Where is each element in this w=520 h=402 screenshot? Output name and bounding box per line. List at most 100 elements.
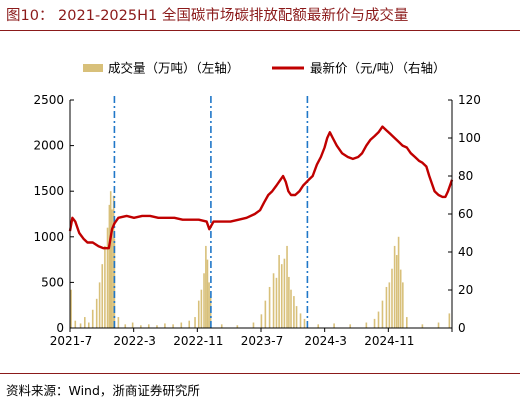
volume-bar bbox=[156, 325, 158, 328]
volume-bar bbox=[303, 318, 306, 328]
volume-bar bbox=[385, 286, 388, 328]
volume-bar bbox=[283, 258, 286, 328]
volume-bar bbox=[399, 269, 402, 328]
legend-label-price: 最新价（元/吨）（右轴） bbox=[310, 61, 445, 76]
x-tick-label: 2024-11 bbox=[364, 334, 414, 348]
volume-bar bbox=[188, 320, 191, 328]
volume-bar bbox=[402, 282, 404, 328]
volume-bar bbox=[91, 309, 94, 328]
left-tick-label: 500 bbox=[41, 275, 64, 289]
volume-bar bbox=[203, 273, 205, 328]
volume-bar bbox=[295, 306, 298, 328]
volume-bar bbox=[164, 323, 166, 328]
volume-bar bbox=[197, 300, 200, 328]
volume-bar bbox=[236, 325, 239, 328]
volume-bar bbox=[388, 282, 391, 328]
volume-bar bbox=[220, 324, 223, 328]
volume-bar bbox=[172, 324, 174, 328]
volume-bar bbox=[299, 313, 302, 328]
volume-bar bbox=[205, 245, 207, 328]
vertical-markers bbox=[113, 96, 309, 328]
volume-bar bbox=[421, 324, 424, 328]
volume-bar bbox=[293, 296, 295, 328]
volume-bar bbox=[194, 317, 196, 328]
volume-bar bbox=[104, 245, 106, 328]
legend-label-volume: 成交量（万吨）（左轴） bbox=[108, 61, 239, 76]
volume-bar bbox=[349, 324, 352, 328]
volume-bar bbox=[377, 311, 380, 328]
volume-bar bbox=[84, 317, 86, 328]
title-rule bbox=[0, 30, 520, 31]
right-tick-label: 0 bbox=[458, 321, 466, 335]
volume-bar bbox=[206, 259, 209, 328]
volume-bar bbox=[278, 255, 280, 328]
volume-bar bbox=[79, 323, 82, 328]
source-note: 资料来源：Wind，浙商证券研究所 bbox=[6, 383, 200, 398]
volume-bar bbox=[280, 264, 283, 328]
right-tick-label: 100 bbox=[458, 131, 481, 145]
legend: 成交量（万吨）（左轴） 最新价（元/吨）（右轴） bbox=[83, 61, 445, 76]
volume-bar bbox=[373, 318, 376, 328]
volume-bar bbox=[448, 313, 451, 328]
volume-bar bbox=[131, 322, 134, 328]
volume-bar bbox=[113, 238, 116, 328]
volume-bar bbox=[365, 322, 368, 328]
volume-bar bbox=[108, 204, 111, 328]
price-line-path bbox=[68, 125, 454, 250]
x-tick-label: 2022-3 bbox=[113, 334, 156, 348]
volume-bar bbox=[391, 268, 393, 328]
volume-bar bbox=[124, 324, 127, 328]
volume-bar bbox=[395, 255, 398, 328]
volume-bar bbox=[117, 317, 120, 328]
volume-bar bbox=[333, 323, 335, 328]
volume-bar bbox=[260, 314, 263, 328]
right-tick-label: 60 bbox=[458, 207, 473, 221]
volume-bar bbox=[180, 322, 183, 328]
volume-bar bbox=[70, 289, 72, 328]
volume-bar bbox=[101, 264, 104, 328]
x-tick-label: 2024-3 bbox=[304, 334, 347, 348]
left-tick-label: 0 bbox=[56, 321, 64, 335]
volume-bar bbox=[140, 325, 142, 328]
volume-bar bbox=[111, 209, 113, 328]
left-tick-label: 2000 bbox=[33, 139, 64, 153]
volume-bar bbox=[87, 322, 90, 328]
volume-bar bbox=[290, 289, 292, 328]
volume-bar bbox=[288, 276, 290, 328]
volume-bar bbox=[437, 322, 440, 328]
volume-bar bbox=[272, 273, 275, 328]
chart: 成交量（万吨）（左轴） 最新价（元/吨）（右轴） 0500100015002000… bbox=[33, 61, 480, 349]
volume-bar bbox=[95, 298, 98, 328]
volume-bar bbox=[200, 289, 203, 328]
source-rule bbox=[0, 373, 520, 374]
volume-bar bbox=[286, 245, 288, 328]
volume-bar bbox=[252, 322, 255, 328]
axes: 0 500 1000 1500 2000 2500 0 20 40 60 80 100 120 2021-… bbox=[33, 93, 480, 348]
legend-swatch-volume bbox=[83, 64, 103, 72]
volume-bar bbox=[264, 300, 267, 328]
volume-bar bbox=[393, 245, 396, 328]
volume-bar bbox=[98, 282, 101, 328]
right-tick-label: 80 bbox=[458, 169, 473, 183]
figure-title: 图10： 2021-2025H1 全国碳市场碳排放配额最新价与成交量 bbox=[6, 8, 409, 24]
x-tick-label: 2022-11 bbox=[173, 334, 223, 348]
volume-bars bbox=[70, 191, 451, 328]
volume-bar bbox=[275, 277, 278, 328]
right-tick-label: 20 bbox=[458, 283, 473, 297]
volume-bar bbox=[147, 324, 150, 328]
volume-bar bbox=[405, 317, 408, 328]
left-tick-label: 1000 bbox=[33, 230, 64, 244]
right-tick-label: 40 bbox=[458, 245, 473, 259]
x-tick-label: 2021-7 bbox=[50, 334, 93, 348]
volume-bar bbox=[397, 236, 400, 328]
volume-bar bbox=[208, 282, 210, 328]
left-tick-label: 1500 bbox=[33, 184, 64, 198]
price-line bbox=[68, 125, 454, 250]
right-tick-label: 120 bbox=[458, 93, 481, 107]
x-tick-label: 2023-7 bbox=[241, 334, 284, 348]
volume-bar bbox=[381, 300, 384, 328]
left-tick-label: 2500 bbox=[33, 93, 64, 107]
volume-bar bbox=[106, 227, 109, 328]
volume-bar bbox=[268, 286, 271, 328]
volume-bar bbox=[109, 191, 112, 328]
